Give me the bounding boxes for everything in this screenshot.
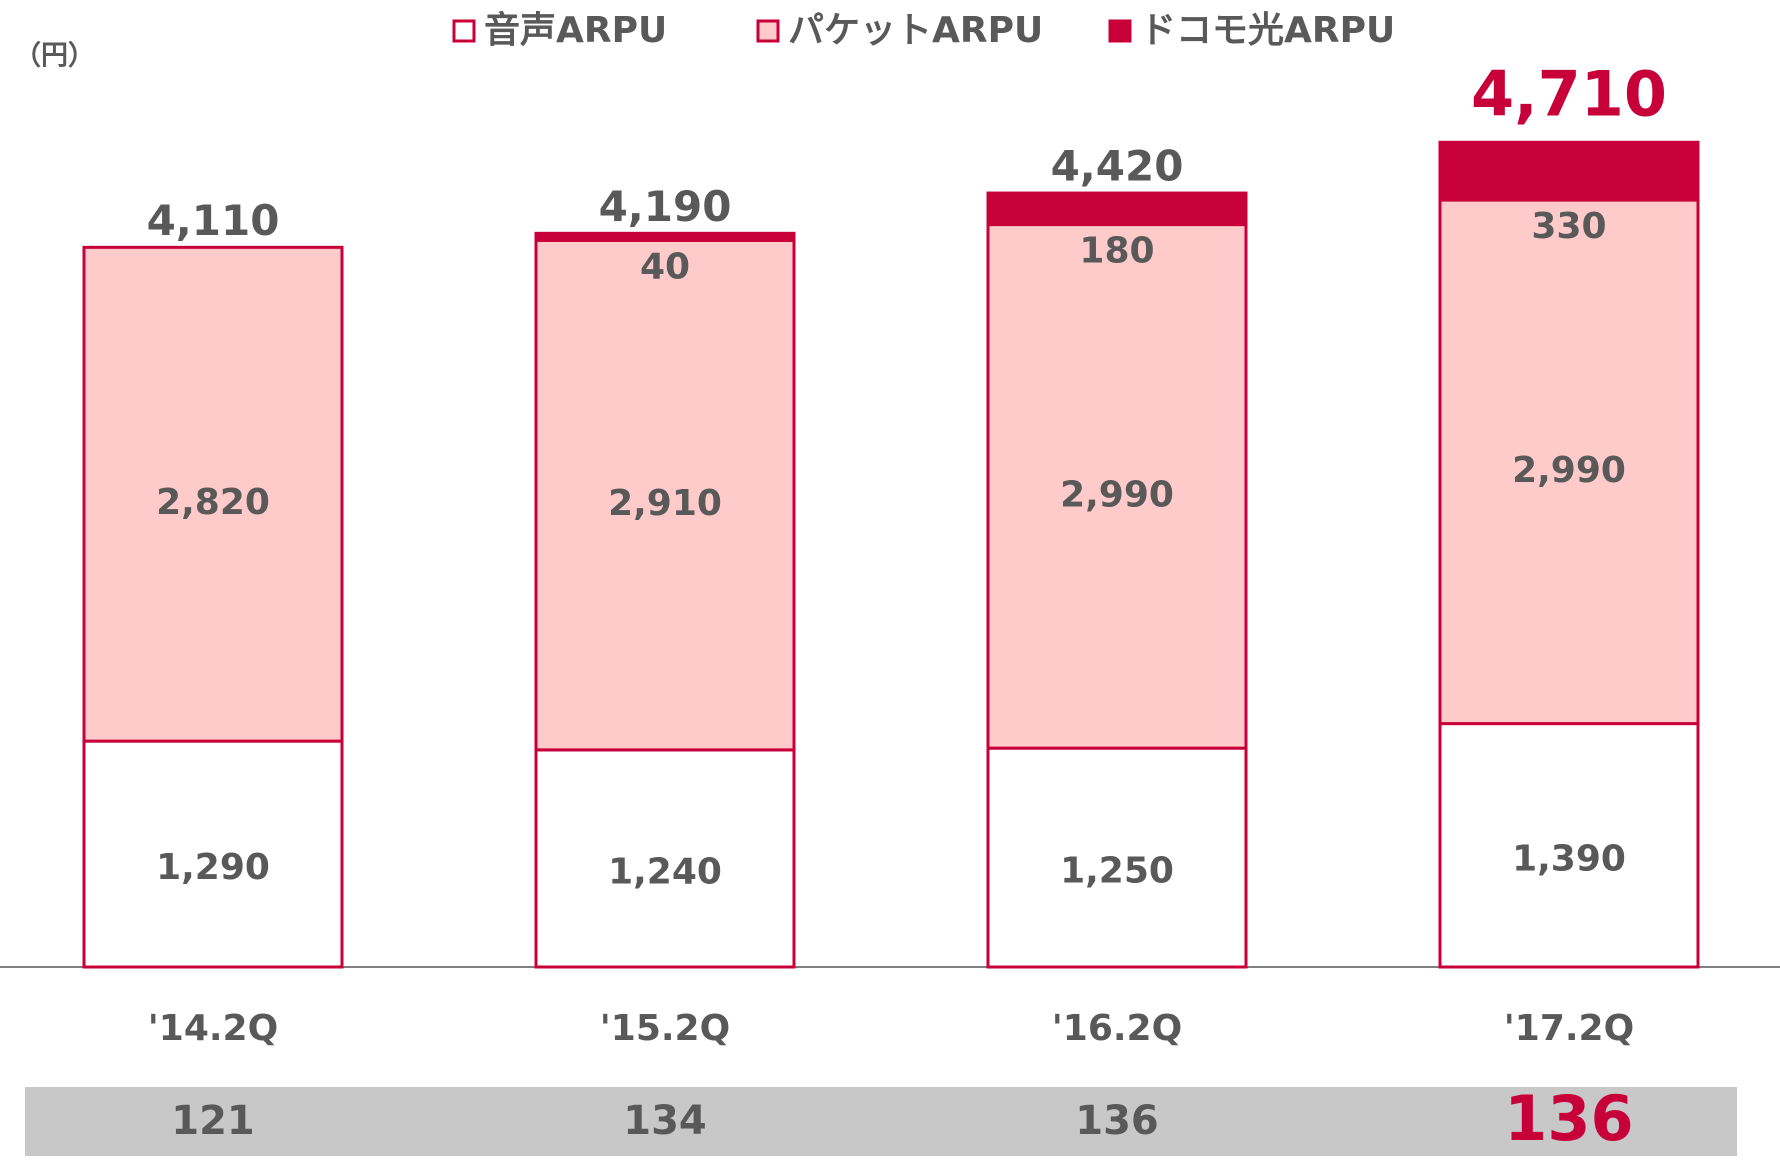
segment-label: 1,250 [1060, 851, 1174, 892]
legend-swatch [756, 19, 780, 43]
footer-value: 136 [1075, 1098, 1159, 1144]
footer-value: 134 [623, 1098, 707, 1144]
segment-label: 2,910 [608, 483, 722, 524]
unit-label: （円） [14, 41, 95, 72]
bar-segment [534, 231, 796, 242]
legend-swatch [1108, 19, 1132, 43]
bar-segment [986, 191, 1248, 227]
total-label: 4,420 [1051, 142, 1184, 191]
bar-segment [986, 746, 1248, 969]
segment-label: 2,820 [156, 482, 270, 523]
bar-segment [986, 223, 1248, 750]
footer-value: 121 [171, 1098, 255, 1144]
legend-label: ドコモ光ARPU [1140, 10, 1395, 51]
legend-label: 音声ARPU [484, 10, 667, 51]
total-label hl: 4,710 [1471, 57, 1667, 130]
segment-label: 40 [640, 246, 690, 287]
segment-label: 330 [1531, 206, 1606, 247]
x-tick-label: '15.2Q [600, 1008, 730, 1049]
bar-segment [534, 238, 796, 752]
x-tick-label: '17.2Q [1504, 1008, 1634, 1049]
footer-value: 136 [1504, 1082, 1633, 1155]
bar-segment [1438, 722, 1700, 969]
footer-band [25, 1087, 1737, 1156]
bar-segment [82, 739, 344, 969]
total-label: 4,110 [147, 196, 280, 245]
x-tick-label: '16.2Q [1052, 1008, 1182, 1049]
bar-segment [1438, 198, 1700, 726]
bar-segment [82, 245, 344, 743]
segment-label: 1,390 [1512, 838, 1626, 879]
segment-label: 2,990 [1060, 474, 1174, 515]
legend-swatch [452, 19, 476, 43]
segment-label: 1,290 [156, 847, 270, 888]
total-label: 4,190 [599, 182, 732, 231]
segment-label: 1,240 [608, 851, 722, 892]
segment-label: 2,990 [1512, 450, 1626, 491]
x-tick-label: '14.2Q [148, 1008, 278, 1049]
legend-label: パケットARPU [788, 10, 1043, 51]
segment-label: 180 [1079, 231, 1154, 272]
bar-segment [1438, 140, 1700, 202]
